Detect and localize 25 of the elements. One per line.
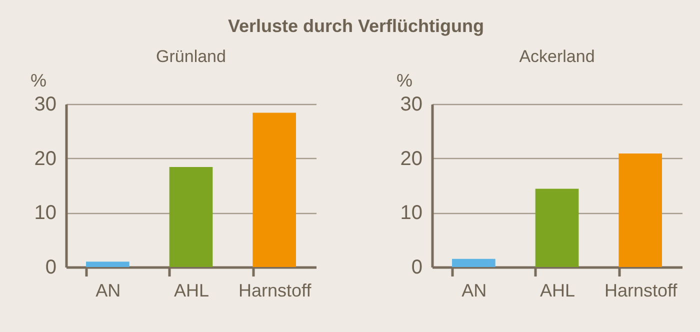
bar [452, 258, 496, 267]
y-tick-label: 20 [34, 148, 56, 170]
bar [535, 188, 579, 267]
x-tick-label: AN [96, 280, 121, 300]
text: Verluste durch Verflüchtigung [228, 16, 484, 36]
y-tick-label: 10 [34, 202, 56, 224]
x-tick-label: Harnstoff [238, 280, 312, 300]
x-tick-label: AHL [174, 280, 210, 300]
bar [252, 112, 296, 267]
y-tick-label: 0 [411, 256, 422, 278]
bar [618, 153, 662, 267]
y-axis-title: % [396, 70, 413, 90]
chart-subtitle: Ackerland [519, 47, 595, 66]
y-tick-label: 30 [400, 94, 422, 116]
y-tick-label: 0 [45, 256, 56, 278]
x-tick-label: AHL [540, 280, 576, 300]
chart-subtitle: Grünland [156, 47, 226, 66]
y-tick-label: 30 [34, 94, 56, 116]
x-tick-label: Harnstoff [604, 280, 678, 300]
y-tick-label: 10 [400, 202, 422, 224]
y-tick-label: 20 [400, 148, 422, 170]
bar [169, 167, 213, 267]
x-tick-label: AN [462, 280, 487, 300]
bar [86, 262, 130, 267]
y-axis-title: % [30, 70, 47, 90]
